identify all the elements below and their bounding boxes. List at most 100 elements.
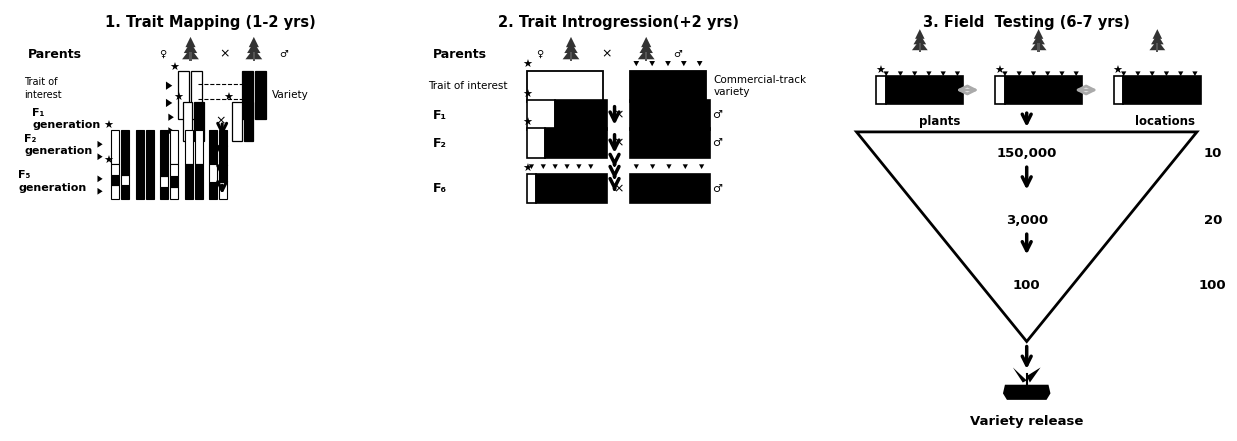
Text: plants: plants (919, 115, 960, 127)
Bar (631, 174, 710, 203)
Polygon shape (649, 119, 656, 123)
Bar (146, 164, 153, 199)
Text: ★: ★ (1113, 67, 1123, 76)
Bar (219, 130, 228, 164)
Polygon shape (588, 119, 594, 123)
Polygon shape (528, 119, 534, 123)
Bar (1157, 43, 1158, 52)
Bar (121, 130, 129, 164)
Text: locations: locations (1136, 115, 1195, 127)
Polygon shape (1136, 71, 1141, 76)
Polygon shape (558, 119, 564, 123)
Bar (233, 101, 241, 141)
Polygon shape (567, 37, 576, 47)
Text: F₅
generation: F₅ generation (19, 170, 87, 193)
Bar (195, 164, 203, 199)
Text: ×: × (215, 115, 225, 127)
Polygon shape (553, 164, 558, 169)
Polygon shape (186, 37, 195, 47)
Polygon shape (1030, 40, 1047, 50)
Bar (111, 130, 119, 164)
Bar (171, 187, 178, 199)
Text: ×: × (601, 48, 612, 60)
Polygon shape (1030, 71, 1037, 76)
Polygon shape (588, 91, 594, 96)
Polygon shape (667, 164, 672, 169)
Bar (171, 176, 178, 187)
Polygon shape (1002, 71, 1008, 76)
Polygon shape (683, 119, 688, 123)
Bar (546, 128, 606, 158)
Text: F₂
generation: F₂ generation (25, 134, 93, 156)
Polygon shape (1178, 71, 1184, 76)
Polygon shape (1164, 71, 1169, 76)
Text: ×: × (219, 48, 229, 60)
Bar (178, 71, 189, 119)
Polygon shape (1150, 34, 1164, 45)
Text: ★: ★ (522, 164, 532, 174)
Polygon shape (1059, 71, 1065, 76)
Bar (209, 130, 218, 164)
Bar (1004, 76, 1082, 104)
Polygon shape (1032, 34, 1045, 45)
Text: 2. Trait Introgression(+2 yrs): 2. Trait Introgression(+2 yrs) (499, 15, 738, 30)
Polygon shape (1027, 367, 1040, 383)
Bar (195, 130, 203, 164)
Bar (161, 164, 168, 176)
Polygon shape (1153, 29, 1162, 39)
Text: 10: 10 (1204, 147, 1222, 160)
Polygon shape (915, 29, 924, 39)
Text: 3. Field  Testing (6-7 yrs): 3. Field Testing (6-7 yrs) (923, 15, 1131, 30)
Bar (252, 52, 255, 61)
Polygon shape (1017, 71, 1022, 76)
Polygon shape (168, 127, 174, 135)
Polygon shape (913, 34, 927, 45)
Text: 3,000: 3,000 (1006, 214, 1048, 227)
Polygon shape (667, 119, 672, 123)
Bar (136, 130, 143, 164)
Polygon shape (683, 91, 688, 96)
Polygon shape (98, 176, 103, 182)
Text: Variety: Variety (272, 90, 309, 100)
Text: Variety release: Variety release (970, 415, 1084, 428)
Bar (209, 182, 218, 199)
Polygon shape (564, 164, 570, 169)
Bar (161, 176, 168, 187)
Polygon shape (696, 61, 703, 66)
Polygon shape (541, 164, 546, 169)
Polygon shape (184, 42, 197, 53)
Bar (631, 128, 710, 158)
Bar (255, 71, 266, 119)
Polygon shape (1121, 71, 1127, 76)
Polygon shape (927, 71, 931, 76)
Polygon shape (1003, 385, 1050, 400)
Polygon shape (1074, 71, 1079, 76)
Bar (527, 128, 546, 158)
Polygon shape (543, 119, 549, 123)
Bar (146, 130, 153, 164)
Bar (919, 43, 920, 52)
Polygon shape (898, 71, 903, 76)
Polygon shape (548, 91, 554, 96)
Polygon shape (666, 61, 670, 66)
Bar (111, 175, 119, 185)
Polygon shape (1034, 29, 1043, 39)
Bar (111, 185, 119, 199)
Text: Parents: Parents (433, 48, 486, 60)
Polygon shape (649, 164, 656, 169)
Bar (244, 101, 254, 141)
Polygon shape (182, 48, 199, 59)
Text: ♂: ♂ (280, 49, 288, 59)
Polygon shape (633, 119, 640, 123)
Bar (570, 52, 573, 61)
Bar (876, 76, 886, 104)
Text: Trait of interest: Trait of interest (428, 81, 508, 91)
Bar (186, 164, 193, 199)
Polygon shape (568, 91, 574, 96)
Polygon shape (588, 164, 594, 169)
Polygon shape (528, 91, 534, 96)
Polygon shape (98, 188, 103, 194)
Polygon shape (245, 48, 262, 59)
Bar (631, 101, 710, 130)
Polygon shape (640, 42, 653, 53)
